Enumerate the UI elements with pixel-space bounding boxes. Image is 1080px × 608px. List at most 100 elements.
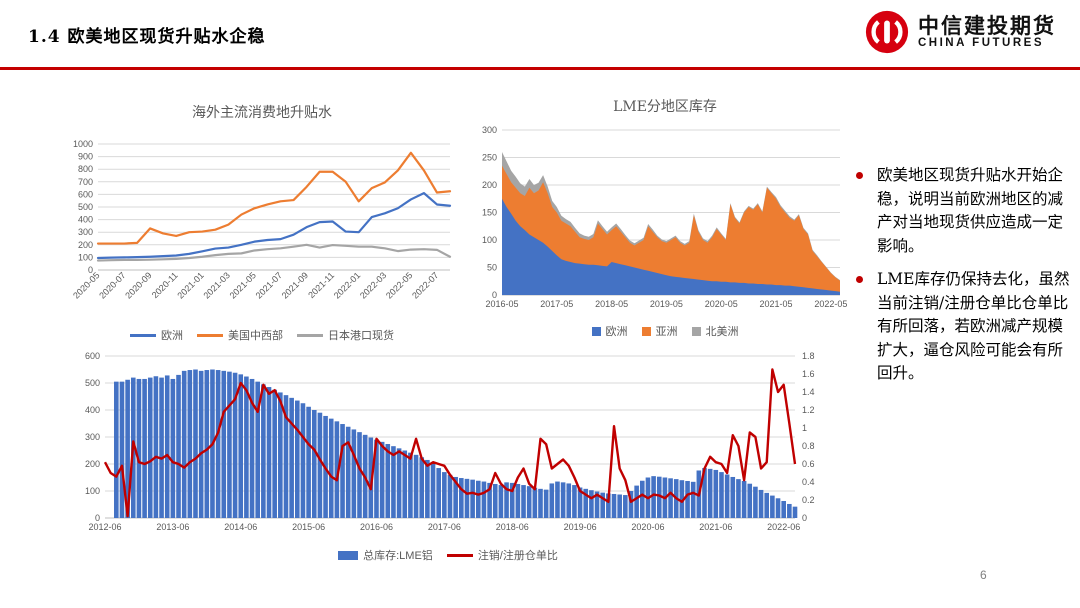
premium-chart-legend: 欧洲 美国中西部 日本港口现货 bbox=[62, 327, 462, 343]
x-axis-tick-label: 2021-11 bbox=[306, 270, 336, 300]
x-axis-tick-label: 2019-06 bbox=[564, 522, 597, 532]
legend-item: 总库存:LME铝 bbox=[338, 547, 433, 563]
lme-region-chart-canvas: 0 50 100 150 200 250 300 2016-05 2017-05 2018-05 2… bbox=[482, 125, 847, 309]
x-axis-tick-label: 2020-05 bbox=[705, 299, 738, 309]
inventory-bar-line-chart: 0 100 200 300 400 500 600 0 0.2 0.4 0.6 0.8 1 1.2 1.4 1… bbox=[58, 348, 838, 563]
page-number: 6 bbox=[980, 568, 987, 582]
y2-axis-tick-label: 0.8 bbox=[802, 441, 815, 451]
header-divider bbox=[0, 67, 1080, 70]
x-axis-tick-label: 2019-05 bbox=[650, 299, 683, 309]
y-axis-tick-label: 800 bbox=[78, 164, 93, 174]
y-axis-tick-label: 400 bbox=[85, 405, 100, 415]
y2-axis-tick-label: 1.4 bbox=[802, 387, 815, 397]
series-line-欧洲 bbox=[96, 192, 452, 260]
legend-swatch-icon bbox=[130, 333, 156, 337]
legend-item: 北美洲 bbox=[691, 323, 739, 339]
y-axis-tick-label: 600 bbox=[85, 351, 100, 361]
x-axis-tick-label: 2021-06 bbox=[699, 522, 732, 532]
x-axis-tick-label: 2021-05 bbox=[228, 270, 258, 300]
y2-axis-tick-label: 1 bbox=[802, 423, 807, 433]
x-axis-tick-label: 2022-03 bbox=[358, 270, 388, 300]
bullet-item: LME库存仍保持去化，虽然当前注销/注册仓单比仓单比有所回落，若欧洲减产规模扩大… bbox=[852, 268, 1074, 386]
x-axis-tick-label: 2021-05 bbox=[760, 299, 793, 309]
y-axis-tick-label: 300 bbox=[85, 432, 100, 442]
x-axis-tick-label: 2012-06 bbox=[88, 522, 121, 532]
legend-label: 欧洲 bbox=[161, 330, 183, 342]
legend-item: 注销/注册仓单比 bbox=[446, 547, 558, 563]
bullets-list: 欧美地区现货升贴水开始企稳，说明当前欧洲地区的减产对当地现货供应造成一定影响。 L… bbox=[852, 164, 1074, 396]
legend-swatch-icon bbox=[338, 550, 359, 560]
series-line-注销/注册仓单比 bbox=[103, 368, 797, 518]
y-axis-tick-label: 100 bbox=[85, 486, 100, 496]
x-axis-tick-label: 2020-11 bbox=[150, 270, 180, 300]
x-axis-tick-label: 2016-05 bbox=[485, 299, 518, 309]
x-axis-tick-label: 2021-07 bbox=[254, 270, 284, 300]
y-axis-tick-label: 400 bbox=[78, 215, 93, 225]
x-axis-tick-label: 2018-06 bbox=[496, 522, 529, 532]
x-axis-tick-label: 2020-07 bbox=[97, 270, 127, 300]
logo-text: 中信建投期货 CHINA FUTURES bbox=[918, 12, 1056, 49]
y2-axis-tick-label: 0.2 bbox=[802, 495, 815, 505]
x-axis-tick-label: 2017-05 bbox=[540, 299, 573, 309]
citic-logo-icon bbox=[865, 10, 909, 54]
y-axis-tick-label: 100 bbox=[482, 235, 497, 245]
series-area-欧洲 bbox=[502, 198, 840, 295]
x-axis-tick-label: 2021-03 bbox=[201, 270, 231, 300]
premium-line-chart: 海外主流消费地升贴水 0 100 200 300 400 500 600 700 800 900 1… bbox=[62, 102, 462, 343]
legend-label: 北美洲 bbox=[705, 326, 739, 338]
x-axis-tick-label: 2017-06 bbox=[428, 522, 461, 532]
bullet-text: 欧美地区现货升贴水开始企稳，说明当前欧洲地区的减产对当地现货供应造成一定影响。 bbox=[877, 166, 1064, 255]
lme-region-chart-legend: 欧洲 亚洲 北美洲 bbox=[470, 323, 860, 339]
legend-item: 美国中西部 bbox=[197, 327, 283, 343]
x-axis-tick-label: 2018-05 bbox=[595, 299, 628, 309]
x-axis-tick-label: 2014-06 bbox=[224, 522, 257, 532]
x-axis-tick-label: 2013-06 bbox=[156, 522, 189, 532]
y2-axis-tick-label: 0.6 bbox=[802, 459, 815, 469]
y-axis-tick-label: 500 bbox=[78, 202, 93, 212]
x-axis-tick-label: 2021-09 bbox=[280, 270, 310, 300]
legend-item: 日本港口现货 bbox=[297, 327, 394, 343]
y2-axis-tick-label: 1.6 bbox=[802, 369, 815, 379]
legend-swatch-icon bbox=[591, 326, 601, 336]
x-axis-tick-label: 2016-06 bbox=[360, 522, 393, 532]
x-axis-tick-label: 2020-09 bbox=[123, 270, 153, 300]
y-axis-tick-label: 0 bbox=[88, 265, 93, 275]
legend-swatch-icon bbox=[641, 326, 651, 336]
series-area-亚洲 bbox=[502, 165, 840, 295]
y-axis-tick-label: 600 bbox=[78, 189, 93, 199]
legend-swatch-icon bbox=[691, 326, 701, 336]
inventory-chart-legend: 总库存:LME铝 注销/注册仓单比 bbox=[58, 547, 838, 563]
x-axis-tick-label: 2022-01 bbox=[332, 270, 362, 300]
legend-swatch-icon bbox=[297, 333, 323, 337]
legend-item: 亚洲 bbox=[641, 323, 678, 339]
y-axis-tick-label: 300 bbox=[78, 227, 93, 237]
bullet-dot-icon bbox=[856, 172, 863, 179]
legend-label: 欧洲 bbox=[605, 326, 628, 338]
series-bars-总库存:LME铝 bbox=[114, 369, 798, 518]
legend-label: 美国中西部 bbox=[228, 330, 283, 342]
legend-swatch-icon bbox=[446, 553, 473, 557]
y-axis-tick-label: 0 bbox=[492, 290, 497, 300]
y-axis-tick-label: 500 bbox=[85, 378, 100, 388]
page-title: 1.4 欧美地区现货升贴水企稳 bbox=[28, 27, 266, 47]
x-axis-tick-label: 2020-06 bbox=[631, 522, 664, 532]
y-axis-tick-label: 50 bbox=[487, 263, 497, 273]
series-line-美国中西部 bbox=[96, 151, 452, 245]
premium-chart-canvas: 010020030040050060070080090010002020-052… bbox=[71, 139, 452, 301]
x-axis-tick-label: 2022-05 bbox=[814, 299, 847, 309]
legend-label: 注销/注册仓单比 bbox=[477, 550, 558, 562]
y-axis-tick-label: 200 bbox=[482, 180, 497, 190]
y2-axis-tick-label: 0.4 bbox=[802, 477, 815, 487]
x-axis-tick-label: 2021-01 bbox=[175, 270, 205, 300]
y-axis-tick-label: 700 bbox=[78, 177, 93, 187]
bullet-item: 欧美地区现货升贴水开始企稳，说明当前欧洲地区的减产对当地现货供应造成一定影响。 bbox=[852, 164, 1074, 258]
lme-region-area-chart: LME分地区库存 0 50 100 150 200 250 300 2016-05 2017-0… bbox=[470, 96, 860, 339]
y-axis-tick-label: 900 bbox=[78, 152, 93, 162]
premium-chart-title: 海外主流消费地升贴水 bbox=[192, 105, 332, 121]
logo-name-cn: 中信建投期货 bbox=[918, 12, 1056, 38]
y-axis-tick-label: 150 bbox=[482, 208, 497, 218]
y2-axis-tick-label: 0 bbox=[802, 513, 807, 523]
y-axis-tick-label: 100 bbox=[78, 252, 93, 262]
inventory-chart-canvas: 0 100 200 300 400 500 600 0 0.2 0.4 0.6 0.8 1 1.2 1.4 1… bbox=[85, 351, 815, 532]
y-axis-tick-label: 0 bbox=[95, 513, 100, 523]
